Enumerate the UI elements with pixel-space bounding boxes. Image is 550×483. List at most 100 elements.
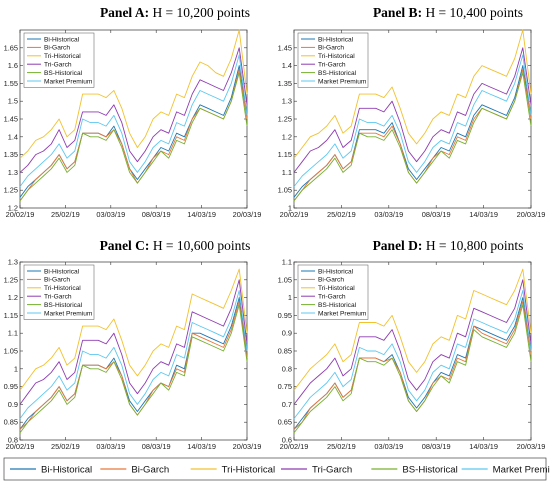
y-tick-label: 1.4	[8, 132, 18, 141]
x-tick-label: 25/02/19	[51, 210, 80, 219]
x-tick-label: 20/02/19	[280, 210, 309, 219]
x-tick-label: 20/02/19	[6, 210, 35, 219]
series-line-bs-historical	[293, 304, 532, 434]
y-tick-label: 1.25	[4, 275, 18, 284]
x-tick-label: 25/02/19	[327, 210, 356, 219]
y-tick-label: 1	[288, 204, 292, 213]
panel-1: Panel A: H = 10,200 points 1.2 1.25 1.3 1.35…	[4, 5, 262, 219]
x-tick-label: 25/02/19	[51, 442, 80, 451]
legend-label: Tri-Garch	[44, 62, 72, 69]
bottom-legend-label: Tri-Garch	[312, 465, 352, 476]
y-tick-label: 1.5	[8, 97, 18, 106]
legend-label: Tri-Garch	[44, 294, 72, 301]
legend-label: Tri-Garch	[318, 294, 346, 301]
legend-label: BS-Historical	[44, 70, 83, 77]
legend-label: Tri-Historical	[44, 53, 81, 60]
legend-label: Market Premium	[44, 310, 93, 317]
y-tick-label: 1.6	[8, 61, 18, 70]
x-tick-label: 25/02/19	[327, 442, 356, 451]
y-tick-label: 1.65	[4, 43, 18, 52]
x-tick-label: 14/03/19	[469, 442, 498, 451]
panel-title-rest: H = 10,200 points	[149, 5, 250, 20]
x-tick-label: 03/03/19	[96, 210, 125, 219]
panel-title-rest: H = 10,400 points	[422, 5, 523, 20]
bottom-legend-box	[3, 457, 547, 481]
y-tick-label: 0.85	[278, 347, 292, 356]
legend-box	[23, 32, 95, 88]
y-tick-label: 1.05	[278, 186, 292, 195]
legend-label: Bi-Garch	[44, 45, 70, 52]
x-tick-label: 03/03/19	[96, 442, 125, 451]
y-tick-label: 1.05	[4, 347, 18, 356]
legend-label: BS-Historical	[44, 302, 83, 309]
series-line-tri-garch	[293, 47, 532, 173]
bottom-legend: Bi-Historical Bi-Garch Tri-Historical Tri-G…	[3, 457, 550, 481]
panel-title: Panel D: H = 10,800 points	[373, 238, 524, 253]
y-tick-label: 0.6	[282, 436, 292, 445]
series-line-tri-garch	[293, 279, 532, 405]
y-tick-label: 1.25	[4, 186, 18, 195]
series-line-bs-historical	[19, 304, 248, 434]
x-tick-label: 03/03/19	[374, 210, 403, 219]
panel-title-prefix: Panel B:	[373, 5, 422, 20]
series-line-market-premium	[19, 54, 248, 187]
x-tick-label: 20/03/19	[517, 442, 546, 451]
y-tick-label: 1	[14, 364, 18, 373]
x-tick-label: 20/02/19	[280, 442, 309, 451]
x-tick-label: 20/03/19	[233, 442, 262, 451]
x-tick-label: 08/03/19	[422, 210, 451, 219]
y-tick-label: 0.9	[8, 400, 18, 409]
panel-4: Panel D: H = 10,800 points 0.6 0.65 0.7 0.75…	[278, 238, 546, 451]
x-tick-label: 14/03/19	[187, 442, 216, 451]
legend-label: Bi-Garch	[318, 277, 344, 284]
legend-label: Bi-Historical	[318, 268, 354, 275]
legend-label: Tri-Historical	[318, 53, 355, 60]
series-line-market-premium	[293, 54, 532, 187]
y-tick-label: 1.1	[282, 168, 292, 177]
y-tick-label: 1.35	[4, 150, 18, 159]
y-tick-label: 0.75	[278, 382, 292, 391]
panel-title: Panel C: H = 10,600 points	[100, 238, 251, 253]
legend-label: Bi-Garch	[318, 45, 344, 52]
x-tick-label: 14/03/19	[469, 210, 498, 219]
y-tick-label: 1.05	[278, 275, 292, 284]
y-tick-label: 1.2	[282, 132, 292, 141]
legend-box	[23, 264, 95, 320]
legend-label: Bi-Garch	[44, 277, 70, 284]
series-line-tri-garch	[19, 47, 248, 173]
y-tick-label: 0.7	[282, 400, 292, 409]
series-line-bs-historical	[293, 72, 532, 202]
x-tick-label: 14/03/19	[187, 210, 216, 219]
y-tick-label: 1.1	[8, 329, 18, 338]
y-tick-label: 1.1	[282, 258, 292, 267]
y-tick-label: 1.15	[4, 311, 18, 320]
legend-label: BS-Historical	[318, 302, 357, 309]
x-tick-label: 20/03/19	[233, 210, 262, 219]
y-tick-label: 1.15	[278, 150, 292, 159]
x-tick-label: 20/03/19	[517, 210, 546, 219]
bottom-legend-label: Bi-Historical	[41, 465, 92, 476]
x-tick-label: 20/02/19	[6, 442, 35, 451]
y-tick-label: 1.4	[282, 61, 292, 70]
legend-label: Tri-Historical	[318, 285, 355, 292]
legend-box	[297, 264, 369, 320]
legend-label: Bi-Historical	[44, 268, 80, 275]
panel-3: Panel C: H = 10,600 points 0.8 0.85 0.9 0.95…	[4, 238, 262, 451]
series-line-tri-garch	[19, 279, 248, 405]
series-line-market-premium	[19, 290, 248, 419]
legend-label: Bi-Historical	[44, 36, 80, 43]
legend-box	[297, 32, 369, 88]
y-tick-label: 0.85	[4, 418, 18, 427]
panel-title: Panel A: H = 10,200 points	[100, 5, 250, 20]
x-tick-label: 08/03/19	[142, 210, 171, 219]
panel-title-prefix: Panel A:	[100, 5, 149, 20]
series-line-tri-historical	[19, 268, 248, 391]
x-tick-label: 08/03/19	[142, 442, 171, 451]
series-line-tri-historical	[19, 29, 248, 159]
y-tick-label: 1.25	[278, 115, 292, 124]
x-tick-label: 08/03/19	[422, 442, 451, 451]
legend-label: Tri-Historical	[44, 285, 81, 292]
series-line-bs-historical	[19, 72, 248, 202]
legend-label: Bi-Historical	[318, 36, 354, 43]
